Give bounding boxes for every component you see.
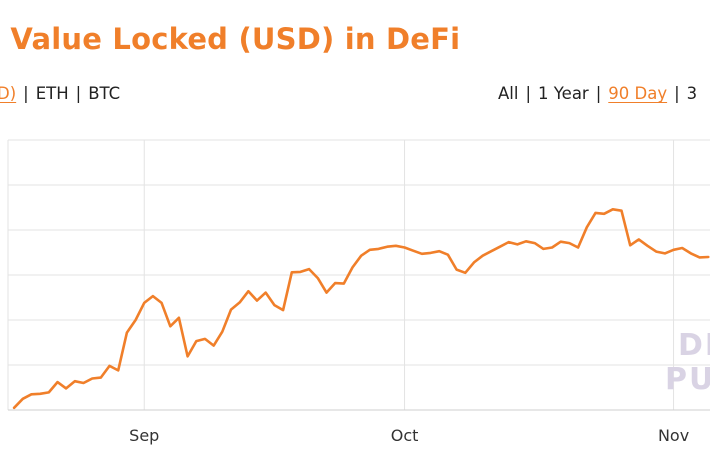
range-selector: All | 1 Year | 90 Day | 3 [498, 84, 697, 103]
separator: | [525, 84, 532, 103]
separator: | [674, 84, 680, 103]
watermark-line-2: PUL [665, 362, 710, 397]
watermark-line-1: DE [678, 328, 710, 363]
currency-option-usd[interactable]: D) [0, 84, 17, 103]
separator: | [75, 84, 82, 103]
range-option-90-day[interactable]: 90 Day [608, 84, 668, 103]
currency-selector: D) | ETH | BTC [0, 84, 120, 103]
range-option-truncated[interactable]: 3 [686, 84, 698, 103]
separator: | [595, 84, 602, 103]
x-tick-label: Sep [129, 426, 159, 445]
x-tick-label: Nov [658, 426, 689, 445]
x-tick-label: Oct [391, 426, 419, 445]
currency-option-btc[interactable]: BTC [88, 84, 121, 103]
currency-option-eth[interactable]: ETH [35, 84, 69, 103]
range-option-all[interactable]: All [498, 84, 519, 103]
range-option-1-year[interactable]: 1 Year [538, 84, 589, 103]
chart-title: l Value Locked (USD) in DeFi [0, 22, 461, 56]
separator: | [23, 84, 29, 103]
series-line [12, 208, 710, 410]
